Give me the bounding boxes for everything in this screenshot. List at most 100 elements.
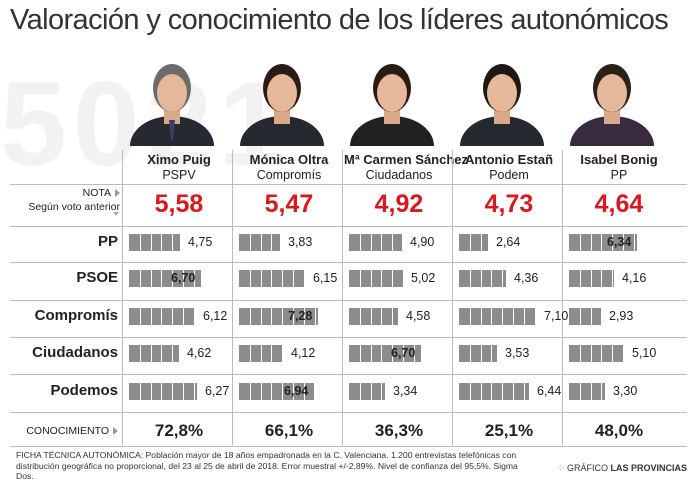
bar-tick (481, 234, 482, 251)
bar-value: 4,58 (406, 309, 431, 323)
bar-value: 6,15 (313, 271, 338, 285)
bar-value: 4,75 (188, 235, 213, 249)
bar-tick (601, 345, 602, 362)
nota-label: NOTA Según voto anterior (10, 186, 120, 214)
bar-tick (250, 383, 251, 400)
bar-tick (183, 383, 184, 400)
row-divider (10, 337, 687, 338)
bar-tick (601, 270, 602, 287)
bar-tick (470, 270, 471, 287)
bar-tick (381, 383, 382, 400)
bar-tick (360, 345, 361, 362)
bar-tick (151, 270, 152, 287)
bar (569, 270, 614, 287)
bar-tick (502, 308, 503, 325)
bar-tick (623, 345, 624, 362)
portrait-isabel-bonig (569, 48, 655, 176)
bar-tick (194, 270, 195, 287)
bar-tick (250, 270, 251, 287)
column-divider (562, 150, 563, 445)
bar-value: 4,36 (514, 271, 539, 285)
bar-tick (601, 234, 602, 251)
bar-tick (360, 308, 361, 325)
conocimiento-value: 48,0% (594, 421, 644, 440)
bar-tick (591, 234, 592, 251)
bar-tick (601, 383, 602, 400)
bar (459, 383, 529, 400)
bar-tick (261, 345, 262, 362)
bar (569, 383, 605, 400)
column-divider (342, 150, 343, 445)
bar-tick (282, 383, 283, 400)
nota-value: 5,58 (154, 190, 204, 218)
bar-tick (591, 383, 592, 400)
bar-tick (261, 308, 262, 325)
bar-value: 6,70 (171, 271, 196, 285)
bar-tick (140, 270, 141, 287)
bar-tick (271, 270, 272, 287)
bar-tick (392, 270, 393, 287)
leader-name: Isabel Bonig (580, 152, 658, 167)
bar-value: 5,10 (632, 346, 657, 360)
bar-value: 3,30 (613, 384, 638, 398)
row-divider (10, 300, 687, 301)
bar (569, 234, 637, 251)
bar-value: 3,83 (288, 235, 313, 249)
bar-tick (381, 270, 382, 287)
bar-tick (381, 234, 382, 251)
triangle-right-icon (115, 189, 120, 198)
bar-value: 6,12 (203, 309, 228, 323)
nota-label-text: NOTA (82, 187, 111, 199)
bar-tick (151, 234, 152, 251)
bar-tick (392, 345, 393, 362)
bar-tick (250, 308, 251, 325)
conocimiento-value: 66,1% (264, 421, 314, 440)
bar-tick (580, 383, 581, 400)
row-label: PSOE (76, 269, 118, 286)
chart-title: Valoración y conocimiento de los líderes… (10, 4, 669, 36)
bar-value: 6,34 (607, 235, 632, 249)
bar-tick (161, 234, 162, 251)
bar-tick (481, 383, 482, 400)
bar-value: 6,70 (391, 346, 416, 360)
bar (129, 234, 180, 251)
bar-tick (172, 345, 173, 362)
bar-tick (140, 308, 141, 325)
bar (239, 308, 318, 325)
bar-tick (392, 308, 393, 325)
triangle-down-icon (113, 212, 119, 216)
bar-tick (612, 270, 613, 287)
bar-tick (183, 270, 184, 287)
bar-tick (634, 234, 635, 251)
bar-tick (371, 345, 372, 362)
bar-tick (172, 234, 173, 251)
leader-name: Ximo Puig (147, 152, 211, 167)
background-number: 5021 (0, 55, 291, 193)
bar-value: 6,44 (537, 384, 562, 398)
bar-tick (161, 308, 162, 325)
bar-tick (271, 234, 272, 251)
bar-tick (381, 345, 382, 362)
bar (349, 345, 421, 362)
bar-tick (293, 308, 294, 325)
nota-sublabel: Según voto anterior (28, 201, 120, 213)
bar-tick (360, 383, 361, 400)
bar-tick (524, 308, 525, 325)
bar-tick (623, 234, 624, 251)
bar-tick (304, 383, 305, 400)
nota-value: 5,47 (264, 190, 314, 218)
bar (239, 383, 314, 400)
bar-tick (161, 345, 162, 362)
bar (349, 270, 403, 287)
bar-tick (371, 308, 372, 325)
bar-value: 3,34 (393, 384, 418, 398)
bar-tick (481, 308, 482, 325)
bar-tick (612, 234, 613, 251)
bar-tick (151, 345, 152, 362)
bar (349, 308, 398, 325)
bar-value: 7,28 (288, 309, 313, 323)
bar (459, 308, 536, 325)
bar-tick (591, 270, 592, 287)
bar-tick (513, 383, 514, 400)
bar-tick (580, 345, 581, 362)
